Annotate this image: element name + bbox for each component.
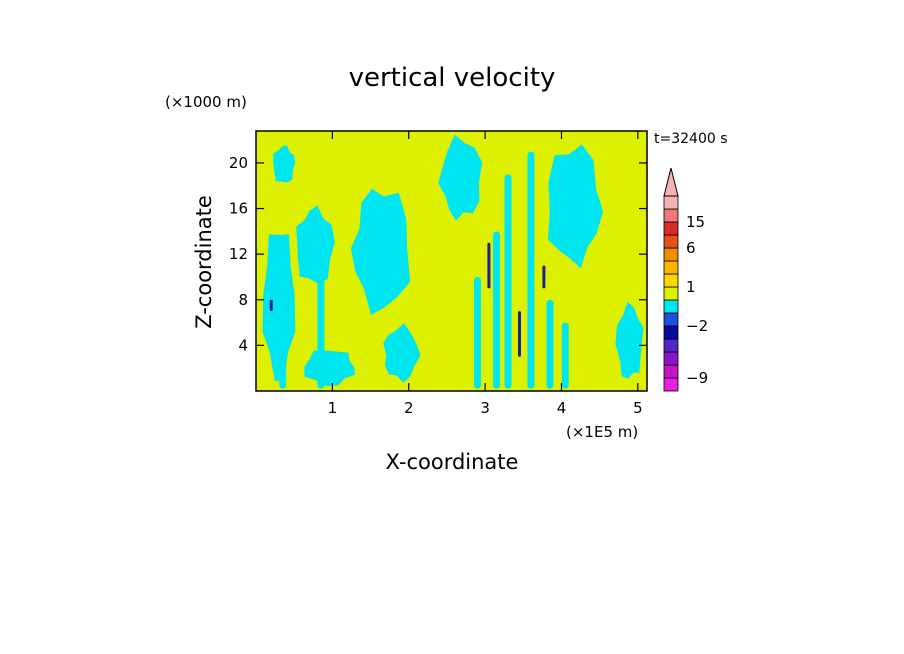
colorbar-band — [663, 325, 679, 340]
colorbar-band — [663, 260, 679, 275]
colorbar-band — [663, 247, 679, 262]
y-tick-label: 16 — [229, 200, 248, 218]
y-tick-label: 12 — [229, 245, 248, 263]
colorbar-band — [663, 312, 679, 327]
field-streak-4 — [269, 299, 273, 312]
field-streak-11 — [279, 322, 287, 389]
colorbar-label: 15 — [686, 213, 705, 231]
y-unit-label: (×1000 m) — [165, 93, 247, 111]
y-tick-label: 4 — [238, 336, 248, 354]
colorbar-band — [663, 221, 679, 236]
colorbar-band — [663, 273, 679, 288]
y-axis-label: Z-coordinate — [192, 195, 216, 329]
colorbar-band — [663, 286, 679, 301]
field-streak-2 — [517, 311, 521, 357]
colorbar-band — [663, 377, 679, 392]
field-region-6 — [548, 144, 604, 269]
time-label: t=32400 s — [654, 131, 728, 147]
x-unit-label: (×1E5 m) — [566, 423, 638, 441]
colorbar-band — [663, 299, 679, 314]
field-region-8 — [304, 350, 355, 387]
field-region-4 — [383, 323, 421, 383]
colorbar-band — [663, 364, 679, 379]
colorbar-band — [663, 195, 679, 210]
field-streak-12 — [317, 254, 325, 389]
colorbar-extend-arrow — [663, 167, 679, 197]
x-axis: 1 2 3 4 5 — [328, 131, 643, 417]
chart-title: vertical velocity — [349, 63, 556, 93]
colorbar-label: 1 — [686, 278, 696, 296]
field-streak-6 — [493, 231, 501, 389]
field-streak-9 — [546, 299, 554, 389]
field-streak-7 — [504, 174, 512, 389]
colorbar-band — [663, 208, 679, 223]
colorbar-band — [663, 338, 679, 353]
field-streak-8 — [527, 151, 535, 389]
x-tick-label: 3 — [480, 399, 490, 417]
x-axis-label: X-coordinate — [386, 450, 519, 474]
colorbar-label: −9 — [686, 369, 708, 387]
field-streak-3 — [542, 265, 546, 289]
y-tick-label: 8 — [238, 291, 248, 309]
field-region-1 — [262, 234, 296, 381]
field-streak-10 — [561, 322, 569, 389]
y-axis: 4 8 12 16 20 — [229, 154, 647, 354]
field-streak-1 — [487, 242, 491, 289]
plot-area — [255, 130, 648, 392]
plot-frame — [255, 130, 648, 392]
field-region-2 — [296, 205, 335, 284]
x-tick-label: 2 — [404, 399, 414, 417]
colorbar-label: 6 — [686, 239, 696, 257]
x-tick-label: 1 — [328, 399, 338, 417]
field-region-3 — [350, 188, 411, 315]
colorbar-band — [663, 351, 679, 366]
field-region-7 — [615, 301, 644, 379]
colorbar-band — [663, 234, 679, 249]
x-tick-label: 4 — [557, 399, 567, 417]
field-region-9 — [273, 145, 296, 183]
field-layer — [262, 134, 644, 389]
colorbar-label: −2 — [686, 317, 708, 335]
colorbar: 15 6 1 −2 −9 — [663, 167, 708, 392]
x-tick-label: 5 — [633, 399, 643, 417]
y-tick-label: 20 — [229, 154, 248, 172]
field-region-5 — [438, 134, 483, 221]
field-streak-5 — [473, 276, 481, 389]
